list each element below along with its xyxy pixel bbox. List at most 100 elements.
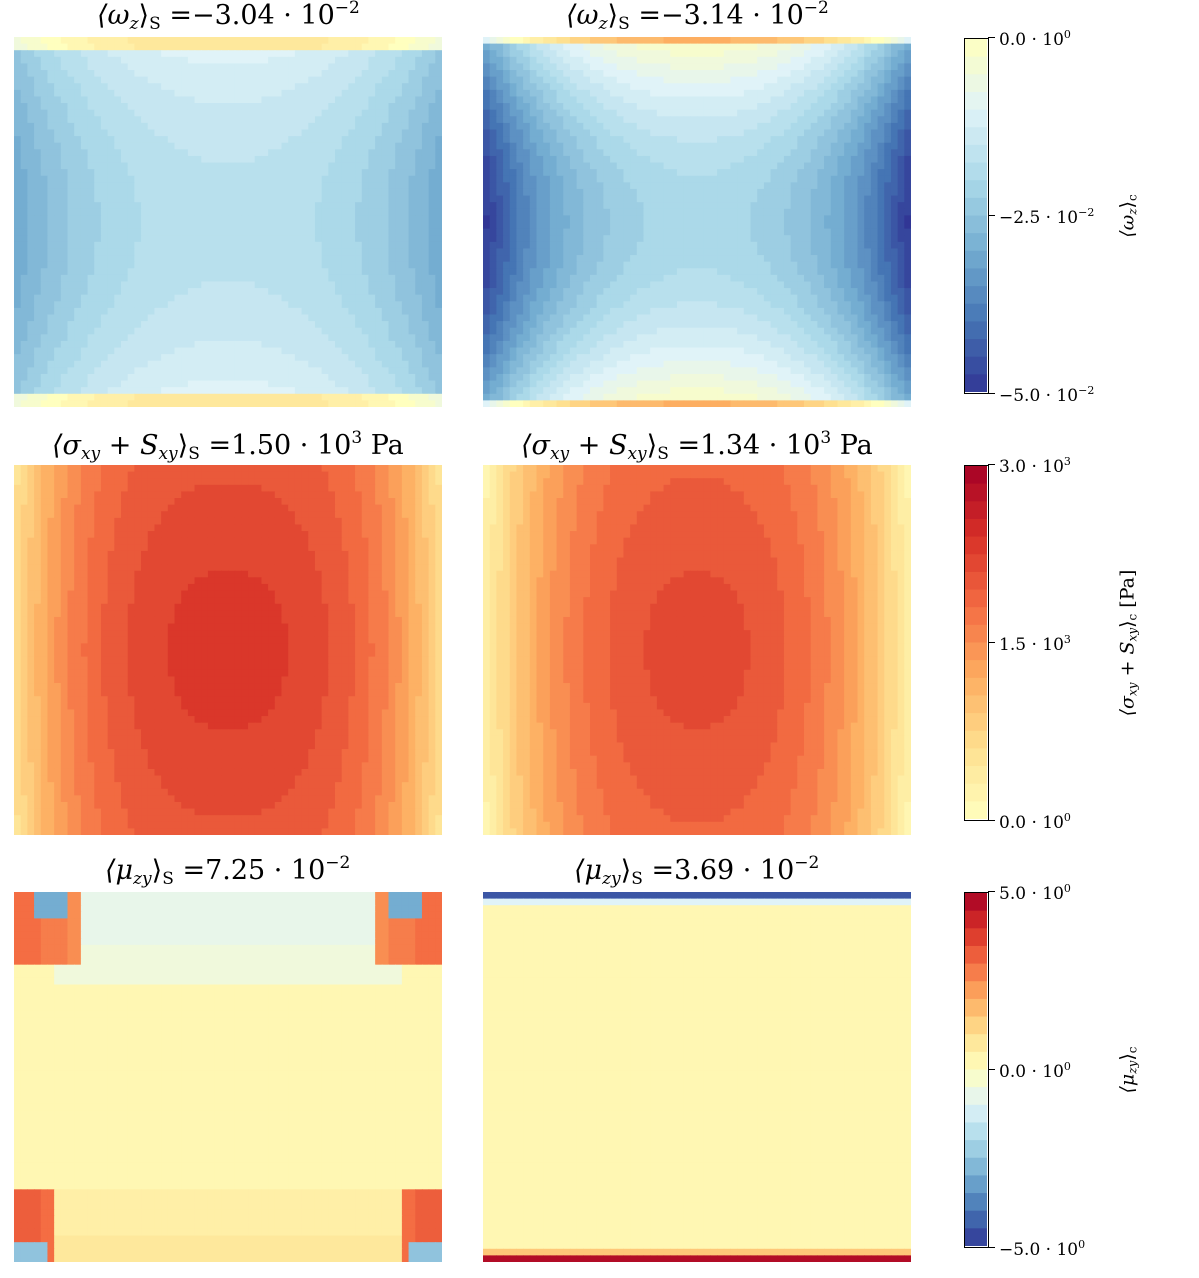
heatmap-cell — [161, 96, 169, 104]
heatmap-cell — [228, 129, 236, 137]
heatmap-cell — [134, 169, 142, 177]
heatmap-cell — [301, 37, 309, 45]
heatmap-cell — [395, 89, 403, 98]
heatmap-cell — [857, 116, 865, 124]
heatmap-cell — [850, 37, 859, 45]
heatmap-cell — [194, 89, 202, 98]
heatmap-cell — [830, 142, 839, 150]
heatmap-cell — [428, 294, 436, 302]
heatmap-cell — [421, 268, 430, 276]
heatmap-cell — [67, 56, 75, 65]
heatmap-cell — [60, 83, 69, 91]
heatmap-cell — [34, 109, 42, 117]
heatmap-cell — [294, 360, 303, 368]
heatmap-cell — [817, 109, 825, 117]
heatmap-cell — [214, 142, 222, 150]
heatmap-cell — [904, 83, 911, 91]
heatmap-cell — [630, 83, 638, 91]
heatmap-cell — [181, 208, 189, 216]
heatmap-cell — [194, 169, 202, 177]
heatmap-cell — [583, 129, 591, 137]
heatmap-cell — [254, 400, 263, 407]
heatmap-cell — [234, 235, 242, 243]
heatmap-cell — [763, 155, 772, 164]
heatmap-cell — [194, 268, 202, 276]
heatmap-cell — [388, 294, 396, 302]
heatmap-cell — [194, 393, 202, 401]
heatmap-cell — [194, 307, 202, 316]
heatmap-cell — [489, 122, 497, 131]
heatmap-cell — [335, 122, 343, 131]
heatmap-cell — [20, 274, 28, 283]
heatmap-cell — [281, 188, 289, 197]
heatmap-cell — [810, 50, 818, 58]
heatmap-cell — [368, 387, 376, 395]
heatmap-cell — [107, 255, 115, 263]
heatmap-cell — [710, 56, 718, 65]
heatmap-cell — [683, 136, 691, 144]
heatmap-cell — [294, 116, 303, 124]
heatmap-cell — [361, 162, 370, 170]
heatmap-cell — [221, 340, 229, 349]
heatmap-cell — [214, 261, 222, 269]
heatmap-cell — [34, 387, 42, 395]
heatmap-cell — [489, 116, 497, 124]
heatmap-cell — [335, 354, 343, 362]
heatmap-cell — [74, 241, 82, 250]
heatmap-cell — [375, 228, 383, 236]
heatmap-cell — [529, 63, 538, 71]
heatmap-cell — [590, 142, 598, 150]
heatmap-cell — [87, 241, 95, 250]
heatmap-cell — [74, 136, 82, 144]
heatmap-cell — [763, 142, 772, 150]
heatmap-cell — [368, 321, 376, 329]
heatmap-cell — [381, 103, 390, 111]
heatmap-cell — [207, 109, 216, 117]
heatmap-cell — [643, 122, 651, 131]
heatmap-cell — [228, 373, 236, 382]
heatmap-cell — [301, 288, 309, 296]
heatmap-cell — [80, 215, 89, 223]
heatmap-cell — [80, 321, 89, 329]
heatmap-cell — [127, 347, 135, 355]
heatmap-cell — [630, 43, 638, 51]
heatmap-cell — [47, 367, 55, 375]
heatmap-cell — [884, 56, 892, 65]
heatmap-cell — [636, 149, 645, 157]
heatmap-cell — [421, 50, 430, 58]
heatmap-cell — [368, 248, 376, 256]
heatmap-cell — [328, 208, 336, 216]
heatmap-cell — [47, 235, 55, 243]
heatmap-cell — [676, 103, 685, 111]
heatmap-cell — [194, 327, 202, 335]
heatmap-cell — [355, 288, 363, 296]
heatmap-cell — [636, 116, 645, 124]
heatmap-cell — [254, 50, 263, 58]
heatmap-cell — [60, 122, 69, 131]
heatmap-cell — [47, 268, 55, 276]
heatmap-cell — [27, 116, 35, 124]
heatmap-cell — [281, 274, 289, 283]
heatmap-cell — [54, 129, 62, 137]
heatmap-cell — [154, 76, 162, 84]
heatmap-cell — [234, 70, 242, 78]
heatmap-cell — [348, 109, 356, 117]
heatmap-cell — [690, 175, 698, 183]
heatmap-cell — [234, 149, 242, 157]
heatmap-cell — [121, 274, 129, 283]
heatmap-cell — [80, 202, 89, 210]
heatmap-cell — [114, 393, 122, 401]
heatmap-cell — [261, 136, 269, 144]
heatmap-cell — [74, 393, 82, 401]
heatmap-cell — [181, 129, 189, 137]
heatmap-cell — [435, 373, 442, 382]
heatmap-cell — [274, 37, 283, 45]
heatmap-cell — [375, 56, 383, 65]
heatmap-cell — [797, 76, 805, 84]
heatmap-cell — [214, 70, 222, 78]
heatmap-cell — [435, 89, 442, 98]
heatmap-cell — [54, 340, 62, 349]
heatmap-cell — [194, 387, 202, 395]
heatmap-cell — [355, 188, 363, 197]
heatmap-cell — [294, 182, 303, 190]
